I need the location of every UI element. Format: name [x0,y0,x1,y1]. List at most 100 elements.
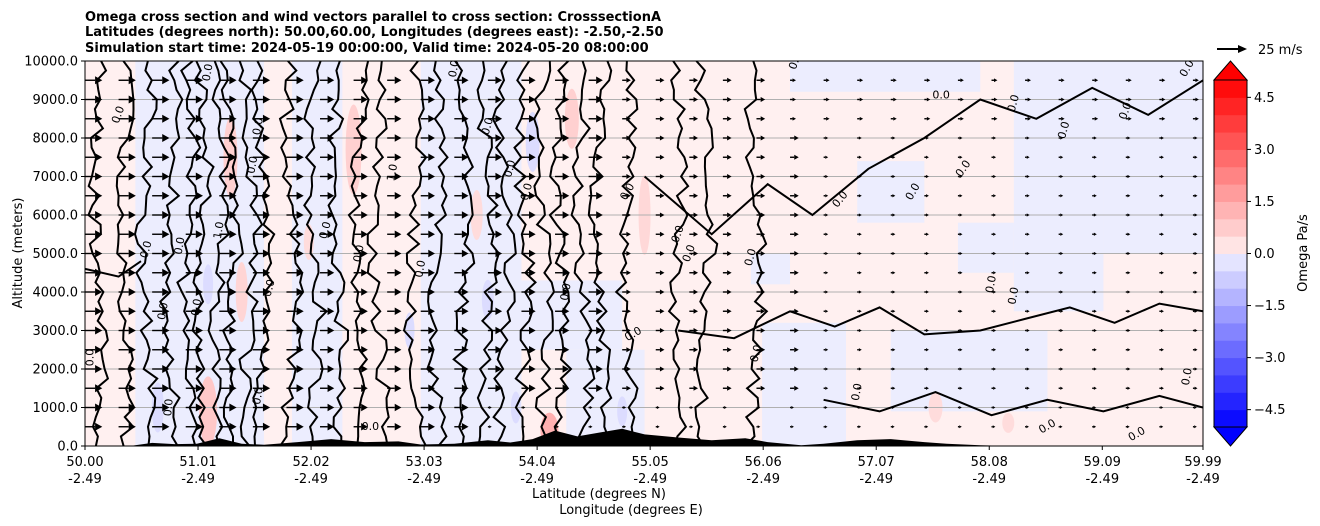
x-tick-label-lat: 59.09 [1084,455,1121,470]
wind-vector-head [162,422,170,431]
wind-vector-head [162,268,170,277]
wind-vector-head [428,172,435,181]
wind-vector-head [562,326,570,335]
wind-vector-head [522,425,526,429]
wind-vector-head [461,307,469,315]
wind-vector-head [428,211,435,219]
wind-vector-head [892,367,896,371]
wind-vector-head [296,191,304,200]
wind-vector-head [825,136,829,140]
wind-vector-head [794,289,799,295]
x-tick-label-lon: -2.49 [294,472,328,487]
wind-vector-head [529,326,536,335]
wind-vector-head [596,307,603,315]
wind-vector-head [626,308,631,314]
omega-region [1103,61,1203,254]
wind-vector-head [361,346,368,354]
wind-vector-head [95,384,103,393]
wind-vector-head [794,385,799,391]
wind-vector-head [562,230,570,238]
wind-vector-head [1128,78,1132,83]
wind-vector-head [128,268,136,277]
zero-contour [402,61,428,446]
wind-vector-head [858,136,862,140]
wind-vector-head [926,348,929,352]
wind-vector-head [296,403,304,412]
wind-vector-head [428,95,435,104]
wind-vector-head [825,328,829,333]
wind-vector-head [195,249,204,258]
wind-vector-head [659,231,665,237]
wind-vector-head [361,288,368,296]
wind-vector-head [1161,386,1164,390]
wind-vector-head [461,403,469,412]
wind-vector-head [925,406,929,409]
wind-vector-head [1161,78,1166,83]
wind-vector-head [825,290,829,294]
wind-vector-head [195,76,204,85]
wind-vector-head [361,172,368,181]
wind-vector-head [1026,174,1030,179]
wind-vector-head [529,172,536,181]
wind-vector-head [760,347,766,353]
wind-vector-head [589,425,593,429]
wind-vector-head [959,271,963,275]
wind-vector-head [993,155,997,159]
wind-vector-head [626,135,631,141]
wind-vector-head [495,288,503,296]
wind-vector-head [727,97,732,102]
wind-vector-head [858,251,862,256]
wind-vector-head [95,422,103,431]
wind-vector-head [859,97,864,102]
wind-vector-head [1026,251,1030,256]
wind-vector-head [95,249,103,258]
wind-vector-head [727,174,732,179]
wind-vector-head [858,155,862,159]
wind-vector-head [556,425,559,429]
wind-vector-head [327,288,335,296]
wind-vector-head [1060,251,1064,256]
contour-label: 0.0 [669,224,687,245]
wind-vector-head [495,384,503,392]
wind-vector-head [659,77,665,83]
wind-vector-head [128,288,136,296]
wind-vector-head [596,384,603,392]
zero-contour [677,302,1203,340]
wind-vector-head [428,134,435,142]
wind-vector-head [693,366,699,372]
wind-vector-head [794,270,799,276]
wind-vector-head [1093,194,1097,198]
wind-vector-head [659,289,665,295]
omega-region [790,61,981,92]
zero-contour [207,61,231,446]
wind-vector-head [361,95,368,104]
wind-vector-head [162,326,170,335]
x-tick-label-lon: -2.49 [68,472,102,487]
wind-vector-head [1093,174,1097,179]
y-tick-label: 5000.0 [33,247,79,262]
wind-vector-head [1127,328,1131,333]
colorbar-segment [1214,357,1247,376]
wind-vector-head [229,76,237,85]
wind-vector-head [794,328,799,333]
wind-vector-head [461,230,469,238]
wind-vector-head [1026,194,1030,198]
wind-vector-head [858,309,862,313]
wind-vector-head [1127,425,1130,429]
wind-vector-head [727,231,732,237]
wind-vector-head [394,115,402,123]
omega-region [1013,61,1104,312]
wind-vector-head [659,308,665,314]
wind-vector-head [1093,251,1097,256]
wind-vector-head [596,115,603,123]
wind-vector-head [926,155,929,159]
wind-vector-head [394,288,402,296]
wind-vector-head [195,365,204,373]
wind-vector-head [892,136,896,140]
wind-vector-head [262,307,271,316]
wind-vector-head [495,230,503,238]
zero-contour [452,61,476,446]
wind-vector-head [1026,425,1029,429]
wind-vector-head [1060,367,1064,371]
wind-vector-head [361,153,368,161]
